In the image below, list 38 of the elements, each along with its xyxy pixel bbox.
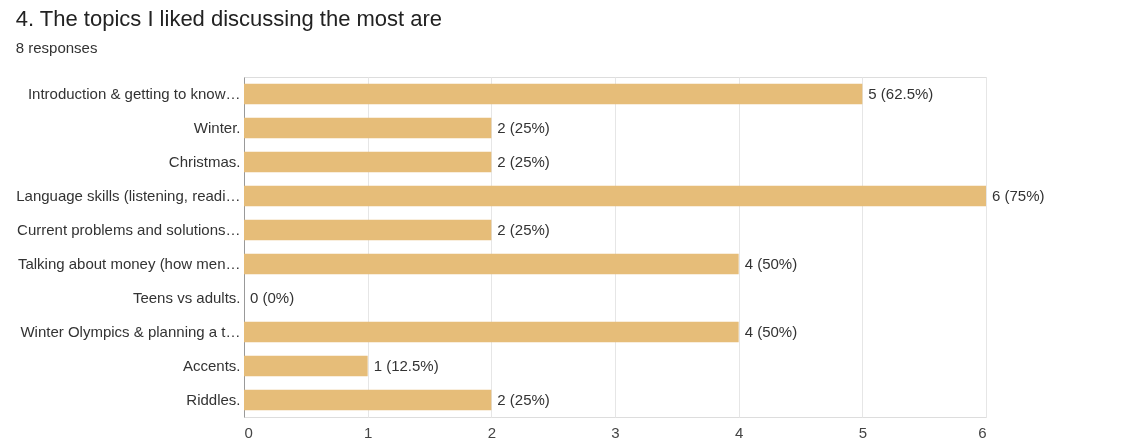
y-tick-label: Winter Olympics & planning a t… (20, 323, 241, 340)
data-label: 2 (25%) (497, 221, 550, 238)
y-tick-label: Talking about money (how men… (17, 255, 241, 272)
y-tick-label: Teens vs adults. (132, 289, 241, 306)
y-tick-label: Introduction & getting to know… (27, 85, 241, 102)
data-label: 2 (25%) (497, 153, 550, 170)
y-tick-label: Current problems and solutions… (17, 221, 241, 238)
y-tick-label: Accents. (182, 357, 241, 374)
chart-title: 4. The topics I liked discussing the most are (15, 6, 443, 31)
data-label: 2 (25%) (497, 119, 550, 136)
x-tick-label: 0 (244, 423, 253, 441)
bar (244, 219, 492, 241)
x-tick-label: 5 (858, 423, 868, 441)
y-tick-label: Christmas. (168, 153, 241, 170)
data-label: 2 (25%) (497, 391, 550, 408)
data-label: 4 (50%) (744, 323, 798, 340)
bar (244, 253, 739, 275)
y-tick-label: Language skills (listening, readi… (16, 187, 241, 204)
data-label: 5 (62.5%) (868, 85, 934, 102)
data-label: 4 (50%) (744, 255, 798, 272)
bar (244, 117, 492, 139)
bar (244, 185, 986, 207)
bar (244, 151, 492, 173)
x-tick-label: 6 (978, 423, 987, 441)
bar (244, 321, 739, 343)
x-tick-label: 3 (611, 423, 620, 441)
y-tick-label: Riddles. (186, 391, 241, 408)
x-tick-label: 2 (487, 423, 497, 441)
x-tick-label: 4 (734, 423, 744, 441)
data-label: 0 (0%) (250, 289, 295, 306)
bar (244, 389, 492, 411)
data-label: 6 (75%) (992, 187, 1045, 204)
text: 8 responses (15, 39, 98, 56)
bar (244, 83, 863, 105)
x-tick-label: 1 (363, 423, 373, 441)
data-label: 1 (12.5%) (373, 357, 439, 374)
bar (244, 355, 368, 377)
y-tick-label: Winter. (193, 119, 241, 136)
